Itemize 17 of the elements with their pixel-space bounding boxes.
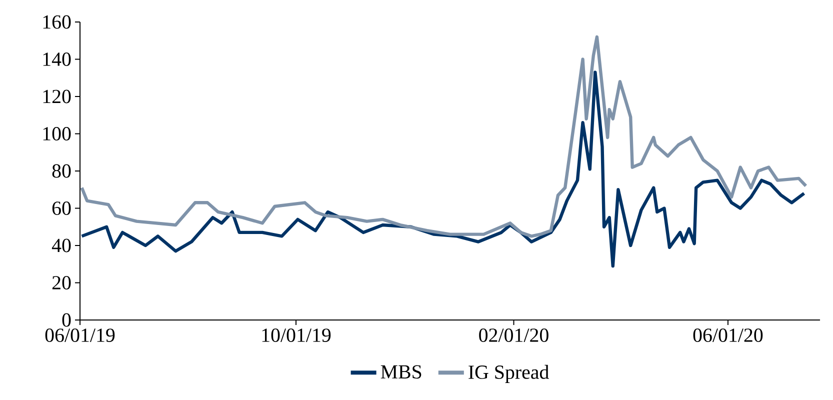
y-tick-label: 0 <box>62 313 71 327</box>
x-tick-label: 06/01/19 <box>45 328 115 342</box>
x-tick-label: 02/01/20 <box>479 328 548 342</box>
y-tick-label: 80 <box>52 164 71 178</box>
y-tick-label: 140 <box>43 52 71 66</box>
y-tick-label: 100 <box>43 127 71 140</box>
y-tick-label: 160 <box>43 15 71 29</box>
y-tick-label: 40 <box>52 238 71 252</box>
y-tick-label: 60 <box>52 202 71 215</box>
legend-label: IG Spread <box>468 364 549 383</box>
x-tick-label: 06/01/20 <box>693 328 763 342</box>
y-tick-label: 20 <box>52 276 71 290</box>
legend-label: MBS <box>380 365 422 379</box>
x-tick-label: 10/01/19 <box>262 328 331 342</box>
line-series <box>80 70 806 268</box>
y-tick-label: 120 <box>43 90 71 104</box>
line-series <box>80 35 808 238</box>
